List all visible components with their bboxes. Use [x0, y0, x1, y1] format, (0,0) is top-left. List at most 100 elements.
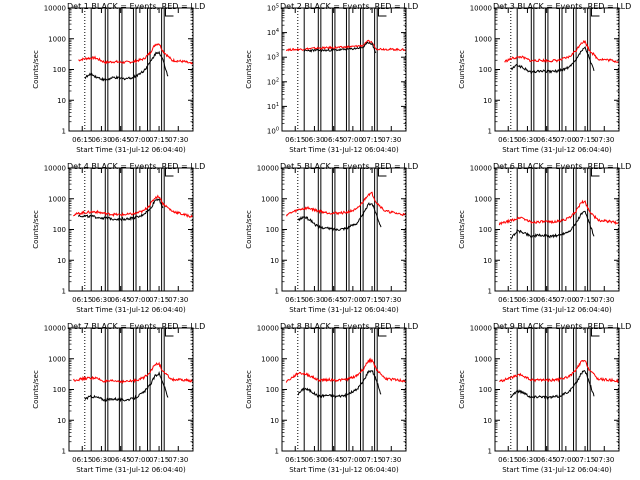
detector-panel-5: Det 5 BLACK = Events, RED = LLD Counts/se…	[245, 162, 418, 314]
interval-marker	[377, 168, 387, 177]
y-tick-label: 100	[479, 66, 492, 74]
x-tick-label: 06:15	[72, 456, 92, 464]
y-tick-label: 1000	[474, 355, 492, 363]
x-tick-label: 07:30	[381, 136, 401, 144]
x-axis-label: Start Time (31-Jul-12 06:04:40)	[76, 466, 186, 474]
panel-title: Det 1 BLACK = Events, RED = LLD	[67, 2, 205, 11]
y-tick-label: 10000	[470, 325, 492, 333]
plot-frame	[68, 7, 194, 132]
x-tick-label: 07:00	[556, 136, 576, 144]
y-axis-label: Counts/sec	[458, 370, 466, 409]
x-tick-label: 06:30	[517, 296, 537, 304]
detector-panel-9: Det 9 BLACK = Events, RED = LLD Counts/se…	[458, 322, 631, 474]
x-axis-label: Start Time (31-Jul-12 06:04:40)	[502, 466, 612, 474]
events-series-line	[77, 198, 164, 222]
x-tick-label: 07:15	[575, 296, 595, 304]
events-series-line	[84, 50, 169, 82]
x-axis-label: Start Time (31-Jul-12 06:04:40)	[76, 306, 186, 314]
y-tick-label: 10	[270, 417, 279, 425]
y-tick-label: 100	[267, 127, 279, 136]
panel-title: Det 7 BLACK = Events, RED = LLD	[67, 322, 205, 331]
y-tick-label: 10000	[44, 5, 66, 13]
interval-marker	[590, 8, 600, 17]
y-tick-label: 100	[53, 66, 66, 74]
x-tick-label: 06:15	[72, 136, 92, 144]
interval-marker	[377, 328, 387, 337]
y-tick-label: 10000	[470, 5, 492, 13]
lld-series-line	[504, 39, 619, 64]
lld-series-line	[73, 194, 193, 219]
y-axis-label: Counts/sec	[245, 210, 253, 249]
x-tick-label: 07:30	[168, 136, 188, 144]
x-tick-label: 07:30	[594, 296, 614, 304]
y-tick-label: 1	[488, 288, 492, 296]
y-axis-label: Counts/sec	[32, 370, 40, 409]
interval-marker	[164, 328, 174, 337]
x-axis-label: Start Time (31-Jul-12 06:04:40)	[289, 146, 399, 154]
x-tick-label: 06:30	[517, 456, 537, 464]
x-tick-label: 07:15	[575, 456, 595, 464]
y-tick-label: 1000	[261, 355, 279, 363]
y-tick-label: 1000	[48, 355, 66, 363]
events-series-line	[84, 371, 169, 403]
y-tick-label: 1	[62, 128, 66, 136]
events-series-line	[510, 370, 595, 400]
y-tick-label: 10000	[257, 325, 279, 333]
interval-marker	[590, 328, 600, 337]
y-tick-label: 1000	[474, 195, 492, 203]
y-tick-label: 10000	[44, 165, 66, 173]
y-axis-label: Counts/sec	[32, 210, 40, 249]
x-tick-label: 06:45	[324, 456, 344, 464]
x-tick-label: 06:30	[91, 136, 111, 144]
x-tick-label: 07:30	[168, 296, 188, 304]
y-tick-label: 10000	[44, 325, 66, 333]
events-series-line	[303, 41, 377, 54]
x-tick-label: 07:30	[381, 456, 401, 464]
panel-title: Det 6 BLACK = Events, RED = LLD	[493, 162, 631, 171]
detector-panel-7: Det 7 BLACK = Events, RED = LLD Counts/se…	[32, 322, 205, 474]
y-axis-label: Counts/sec	[245, 50, 253, 89]
x-tick-label: 06:45	[537, 456, 557, 464]
y-tick-label: 10	[483, 417, 492, 425]
y-tick-label: 100	[53, 226, 66, 234]
plot-frame	[68, 327, 194, 452]
lld-series-line	[285, 357, 406, 383]
detector-panel-6: Det 6 BLACK = Events, RED = LLD Counts/se…	[458, 162, 631, 314]
events-series-line	[297, 370, 382, 399]
y-tick-label: 1	[488, 128, 492, 136]
interval-marker	[164, 8, 174, 17]
x-tick-label: 07:30	[381, 296, 401, 304]
detector-panel-2: Det 2 BLACK = Events, RED = LLD Counts/se…	[245, 2, 418, 154]
x-tick-label: 07:15	[149, 136, 169, 144]
x-tick-label: 07:15	[362, 136, 382, 144]
y-tick-label: 102	[267, 77, 279, 86]
x-tick-label: 07:15	[362, 456, 382, 464]
panel-title: Det 4 BLACK = Events, RED = LLD	[67, 162, 205, 171]
x-tick-label: 07:00	[556, 296, 576, 304]
y-axis-label: Counts/sec	[458, 50, 466, 89]
y-tick-label: 104	[267, 28, 279, 37]
x-tick-label: 07:00	[130, 456, 150, 464]
y-tick-label: 1	[275, 448, 279, 456]
x-tick-label: 07:30	[594, 136, 614, 144]
x-tick-label: 07:30	[594, 456, 614, 464]
lld-series-line	[498, 199, 619, 226]
plot-frame	[494, 327, 620, 452]
x-tick-label: 07:15	[149, 456, 169, 464]
y-tick-label: 10000	[470, 165, 492, 173]
plot-frame	[494, 167, 620, 292]
x-tick-label: 06:45	[537, 136, 557, 144]
y-axis-label: Counts/sec	[32, 50, 40, 89]
x-tick-label: 06:30	[304, 456, 324, 464]
x-tick-label: 06:45	[111, 296, 131, 304]
y-tick-label: 100	[266, 386, 279, 394]
y-tick-label: 103	[267, 53, 279, 62]
interval-marker	[590, 168, 600, 177]
panel-title: Det 9 BLACK = Events, RED = LLD	[493, 322, 631, 331]
lld-series-line	[78, 43, 193, 65]
events-series-line	[510, 210, 595, 240]
panel-title: Det 2 BLACK = Events, RED = LLD	[280, 2, 418, 11]
events-series-line	[510, 46, 595, 75]
x-tick-label: 06:45	[324, 136, 344, 144]
